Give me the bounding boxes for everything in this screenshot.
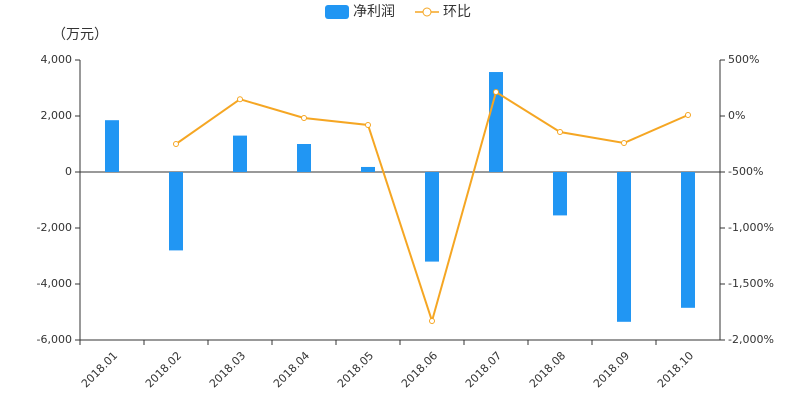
- x-tick-label: 2018.03: [207, 349, 248, 390]
- y2-tick-label: -2,000%: [728, 333, 774, 346]
- legend-swatch: [422, 7, 432, 17]
- point: [557, 129, 563, 136]
- point: [301, 115, 307, 122]
- y-tick-label: 0: [65, 165, 72, 178]
- y-axis-label: （万元）: [52, 27, 108, 43]
- legend-swatch: [325, 5, 349, 19]
- x-tick-label: 2018.06: [399, 349, 440, 390]
- y-tick-label: -6,000: [37, 333, 72, 346]
- y2-tick-label: 500%: [728, 53, 759, 66]
- bar: [425, 172, 439, 262]
- point: [621, 139, 627, 146]
- point: [173, 141, 179, 147]
- x-tick-label: 2018.01: [79, 349, 120, 390]
- y2-tick-label: -1,000%: [728, 221, 774, 234]
- x-tick-label: 2018.07: [463, 349, 504, 390]
- bar: [233, 135, 247, 172]
- point: [429, 317, 435, 324]
- point: [237, 96, 243, 103]
- bar: [553, 172, 567, 216]
- y-tick-label: 4,000: [41, 53, 73, 66]
- bar: [105, 120, 119, 172]
- legend-label: 环比: [443, 4, 471, 20]
- y-tick-label: -4,000: [37, 277, 72, 290]
- bar: [169, 172, 183, 251]
- bar: [617, 172, 631, 322]
- bar: [681, 172, 695, 308]
- y2-tick-label: 0%: [728, 109, 745, 122]
- y-tick-label: 2,000: [41, 109, 73, 122]
- y2-tick-label: -500%: [728, 165, 763, 178]
- y2-tick-label: -1,500%: [728, 277, 774, 290]
- x-tick-label: 2018.10: [655, 349, 696, 390]
- bar: [489, 72, 503, 172]
- bar: [297, 144, 311, 172]
- point: [685, 111, 691, 118]
- legend-label: 净利润: [353, 4, 395, 20]
- bar: [361, 166, 375, 172]
- x-tick-label: 2018.08: [527, 349, 568, 390]
- x-tick-label: 2018.02: [143, 349, 184, 390]
- y-tick-label: -2,000: [37, 221, 72, 234]
- point: [365, 121, 371, 128]
- x-tick-label: 2018.04: [271, 349, 312, 390]
- x-tick-label: 2018.09: [591, 349, 632, 390]
- point: [493, 89, 499, 96]
- x-tick-label: 2018.05: [335, 349, 376, 390]
